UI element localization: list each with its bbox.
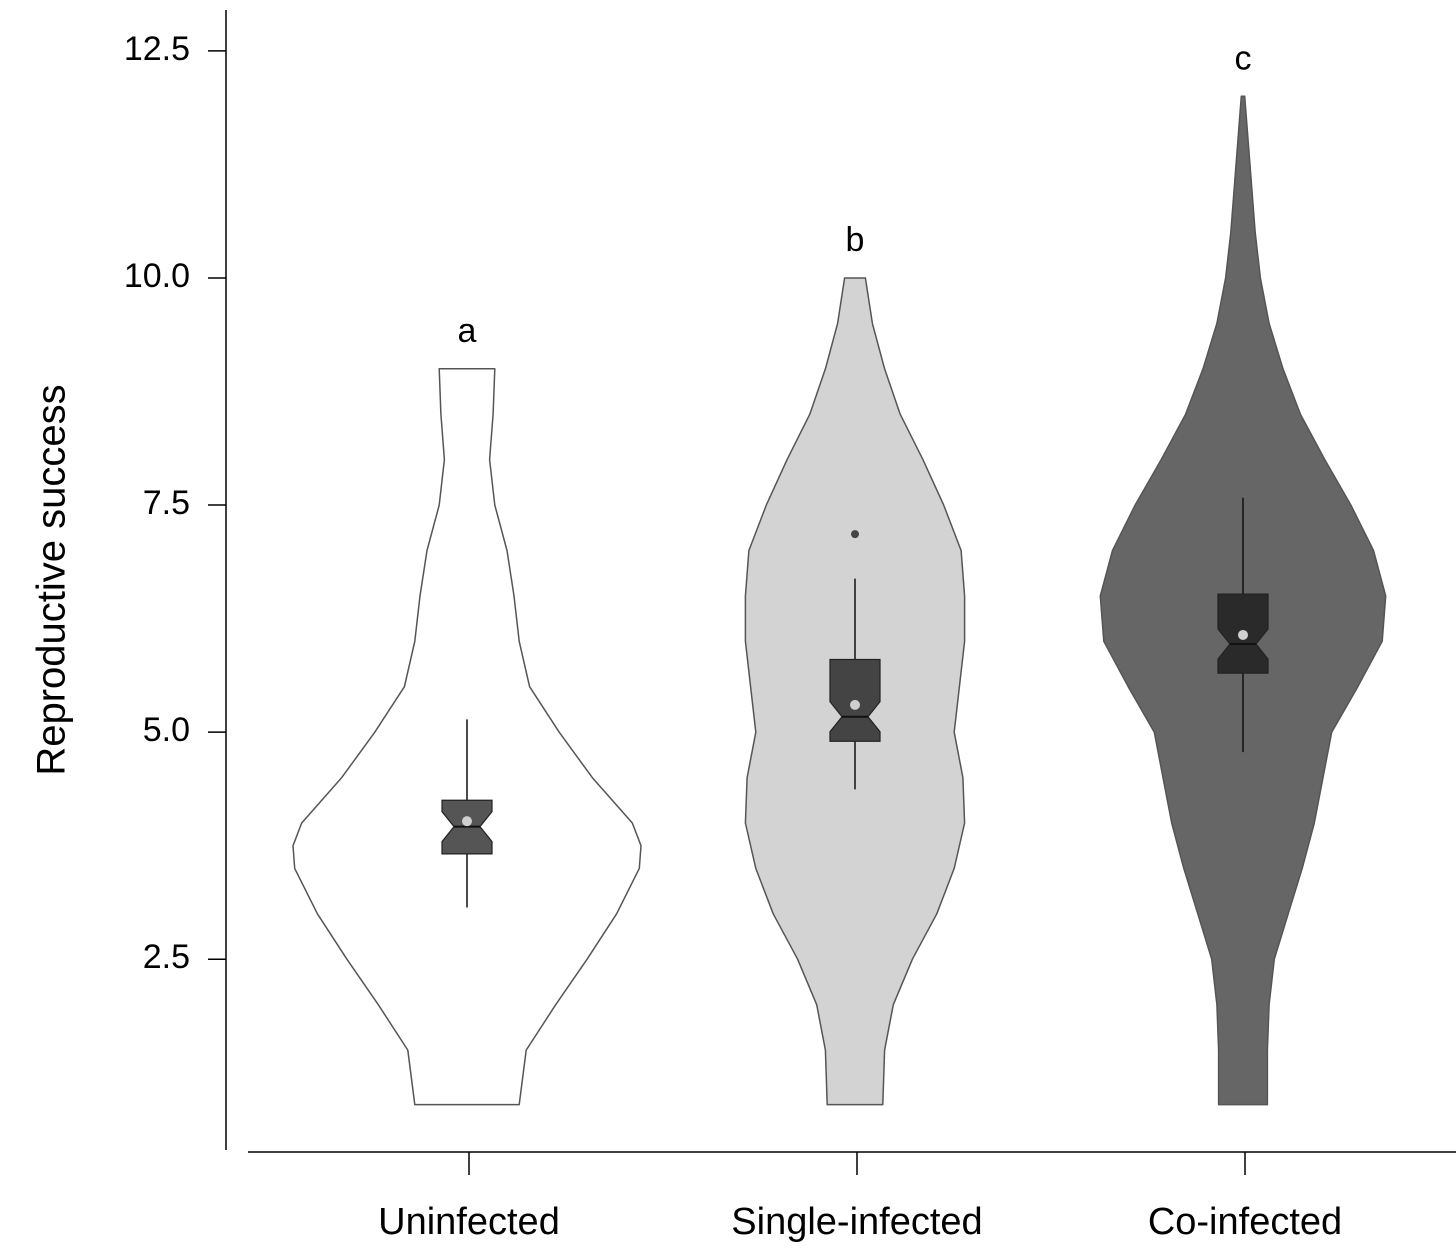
annotation: c — [1235, 39, 1252, 77]
annotation: b — [846, 221, 865, 259]
annotation: a — [458, 312, 477, 350]
mean — [1238, 629, 1248, 640]
mean — [462, 816, 472, 827]
y-tick-label: 7.5 — [143, 484, 190, 522]
y-tick-label: 10.0 — [124, 257, 190, 295]
y-axis-label: Reproductive success — [30, 384, 74, 775]
y-tick-label: 5.0 — [143, 711, 190, 749]
x-tick-label: Uninfected — [378, 1201, 560, 1243]
y-tick-label: 12.5 — [124, 30, 190, 68]
y-tick-label: 2.5 — [143, 938, 190, 976]
outlier — [851, 530, 859, 539]
mean — [850, 699, 860, 710]
x-tick-label: Co-infected — [1148, 1201, 1342, 1243]
x-tick-label: Single-infected — [731, 1201, 982, 1243]
